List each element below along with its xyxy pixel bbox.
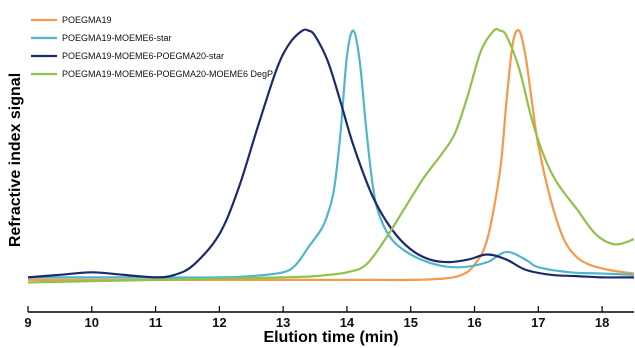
series-line-1	[27, 29, 635, 282]
x-tick-label: 17	[531, 315, 545, 330]
x-tick-label: 12	[212, 315, 226, 330]
legend: POEGMA19 POEGMA19-MOEME6-star POEGMA19-MOE…	[31, 15, 273, 79]
x-tick-label: 18	[595, 315, 609, 330]
legend-item: POEGMA19	[31, 15, 112, 25]
legend-label: POEGMA19-MOEME6-POEGMA20-MOEME6 DegP	[62, 69, 273, 79]
y-axis-title: Refractive index signal	[7, 73, 24, 247]
series-line-2	[28, 29, 635, 279]
series-line-3	[27, 28, 635, 279]
x-tick-label: 14	[340, 315, 355, 330]
x-tick-label: 9	[24, 315, 31, 330]
x-tick-label: 11	[149, 315, 163, 330]
legend-item: POEGMA19-MOEME6-star	[31, 33, 172, 43]
legend-item: POEGMA19-MOEME6-POEGMA20-star	[31, 51, 224, 61]
legend-item: POEGMA19-MOEME6-POEGMA20-MOEME6 DegP	[31, 69, 273, 79]
x-ticks: 9 10 11 12 13 14 15 16 17 18	[24, 306, 609, 330]
legend-label: POEGMA19	[62, 15, 112, 25]
series-line-4	[27, 27, 635, 284]
x-tick-label: 13	[276, 315, 290, 330]
series-curves	[27, 27, 635, 284]
legend-label: POEGMA19-MOEME6-POEGMA20-star	[62, 51, 224, 61]
x-tick-label: 15	[404, 315, 418, 330]
x-axis-title: Elution time (min)	[263, 329, 398, 346]
x-tick-label: 16	[467, 315, 481, 330]
legend-label: POEGMA19-MOEME6-star	[62, 33, 172, 43]
x-tick-label: 10	[85, 315, 99, 330]
